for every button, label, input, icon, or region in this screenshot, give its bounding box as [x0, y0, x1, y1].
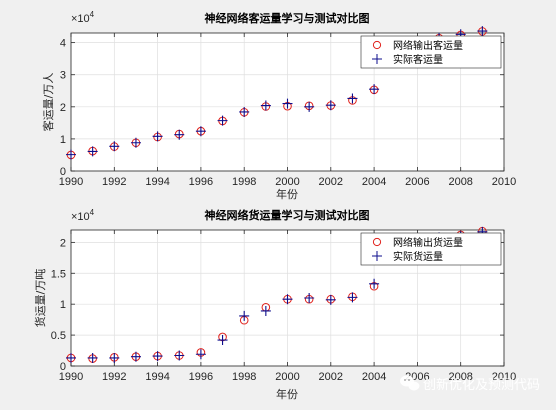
- chart-bottom-legend: 网络输出货运量 实际货运量: [360, 232, 502, 266]
- chart-bottom-point-plus: [369, 278, 380, 289]
- chart-top-ytick-label: 2: [60, 102, 66, 114]
- chart-bottom-point-plus: [87, 352, 98, 363]
- chart-bottom-point-plus: [325, 294, 336, 305]
- chart-top-point-plus: [130, 137, 141, 148]
- chart-top-exponent-base: ×10: [71, 13, 90, 25]
- chart-top: 1990 1992 1994 1996 1998 2000 2002 2004 2006 2008…: [41, 10, 516, 201]
- chart-top-xtick-label: 1998: [232, 176, 256, 188]
- chart-top-ticks: 1990 1992 1994 1996 1998 2000 2002 2004 2006 2008…: [59, 33, 516, 188]
- chart-top-point-plus: [152, 131, 163, 142]
- chart-top-ytick-label: 3: [60, 70, 66, 82]
- chart-top-exponent-power: 4: [90, 10, 95, 19]
- chart-bottom-xtick-label: 1992: [102, 371, 126, 383]
- chart-bottom-xlabel: 年份: [276, 387, 298, 401]
- chart-bottom-point-plus: [130, 351, 141, 362]
- chart-top-xtick-label: 2008: [448, 176, 472, 188]
- chart-top-title: 神经网络客运量学习与测试对比图: [205, 11, 370, 25]
- chart-top-point-plus: [369, 84, 380, 95]
- chart-bottom-exponent: ×104: [71, 208, 95, 223]
- chart-top-xtick-label: 2006: [405, 176, 429, 188]
- chart-top-point-plus: [347, 93, 358, 104]
- chart-top-point-plus: [217, 115, 228, 126]
- chart-top-xtick-label: 2000: [275, 176, 299, 188]
- chart-bottom-xtick-label: 1998: [232, 371, 256, 383]
- chart-top-xtick-label: 2002: [319, 176, 343, 188]
- chart-top-legend: 网络输出客运量 实际客运量: [360, 35, 502, 69]
- chart-bottom-point-plus: [152, 351, 163, 362]
- watermark-text: 创新优化及预测代码: [423, 377, 540, 393]
- chart-bottom-point-plus: [347, 292, 358, 303]
- chart-top-ylabel: 客运量/万人: [41, 73, 55, 132]
- chart-bottom-point-plus: [109, 352, 120, 363]
- chart-bottom-ytick-label: 0: [60, 361, 66, 373]
- chart-top-point-plus: [109, 141, 120, 152]
- chart-bottom-point-plus: [239, 310, 250, 321]
- chart-top-xtick-label: 1994: [145, 176, 169, 188]
- chart-top-legend-label-1: 网络输出客运量: [393, 39, 463, 52]
- chart-top-point-plus: [174, 129, 185, 140]
- chart-bottom-exponent-power: 4: [90, 208, 95, 217]
- chart-bottom: 1990 1992 1994 1996 1998 2000 2002 2004 2006 2008…: [33, 208, 516, 401]
- chart-top-legend-plus-marker: [372, 54, 382, 64]
- chart-bottom-marks: [66, 226, 488, 363]
- chart-top-legend-circle-marker: [372, 40, 382, 50]
- chart-bottom-point-plus: [195, 349, 206, 360]
- chart-bottom-legend-plus-marker: [372, 251, 382, 261]
- chart-bottom-ytick-label: 0.5: [51, 330, 66, 342]
- chart-bottom-title: 神经网络货运量学习与测试对比图: [205, 208, 370, 222]
- chart-bottom-point-plus: [260, 305, 271, 316]
- chart-bottom-xtick-label: 1996: [189, 371, 213, 383]
- chart-bottom-ytick-label: 1: [60, 299, 66, 311]
- chart-top-point-plus: [282, 98, 293, 109]
- chart-top-point-plus: [260, 100, 271, 111]
- chart-bottom-point-plus: [174, 350, 185, 361]
- chart-bottom-legend-label-1: 网络输出货运量: [393, 236, 463, 249]
- chart-bottom-legend-box: [360, 232, 502, 266]
- chart-bottom-exponent-base: ×10: [71, 211, 90, 223]
- chart-top-legend-label-2: 实际客运量: [393, 53, 443, 66]
- chart-top-xtick-label: 1992: [102, 176, 126, 188]
- chart-bottom-xtick-label: 2002: [319, 371, 343, 383]
- chart-bottom-xtick-label: 2000: [275, 371, 299, 383]
- chart-top-point-plus: [195, 126, 206, 137]
- chart-bottom-legend-circle-marker: [372, 237, 382, 247]
- chart-top-xtick-label: 1996: [189, 176, 213, 188]
- chart-top-point-plus: [477, 26, 488, 37]
- chart-top-exponent: ×104: [71, 10, 95, 25]
- chart-top-ytick-label: 1: [60, 134, 66, 146]
- chart-bottom-point-plus: [282, 294, 293, 305]
- chart-top-point-plus: [239, 106, 250, 117]
- chart-top-ytick-label: 0: [60, 166, 66, 178]
- chart-top-ytick-label: 4: [60, 38, 66, 50]
- watermark: 创新优化及预测代码: [400, 375, 540, 393]
- chart-top-marks: [66, 26, 488, 160]
- chart-top-xtick-label: 2010: [492, 176, 516, 188]
- chart-top-xlabel: 年份: [276, 187, 298, 201]
- chart-bottom-xtick-label: 1990: [59, 371, 83, 383]
- chart-bottom-xtick-label: 2010: [492, 371, 516, 383]
- wechat-icon: [400, 375, 420, 391]
- chart-bottom-legend-label-2: 实际货运量: [393, 250, 443, 263]
- chart-bottom-xtick-label: 1994: [145, 371, 169, 383]
- chart-bottom-point-plus: [217, 335, 228, 346]
- chart-bottom-point-plus: [66, 352, 76, 363]
- chart-top-xtick-label: 1990: [59, 176, 83, 188]
- chart-bottom-xtick-label: 2004: [362, 371, 386, 383]
- chart-top-point-plus: [87, 146, 98, 157]
- chart-bottom-ytick-label: 2: [60, 237, 66, 249]
- chart-top-xtick-label: 2004: [362, 176, 386, 188]
- chart-top-legend-box: [360, 35, 502, 69]
- chart-top-point-plus: [304, 101, 315, 112]
- chart-bottom-ylabel: 货运量/万吨: [33, 269, 47, 328]
- chart-bottom-xtick-label: 2008: [448, 371, 472, 383]
- chart-bottom-point-plus: [304, 293, 315, 303]
- chart-bottom-ytick-label: 1.5: [51, 268, 66, 280]
- chart-bottom-ticks: 1990 1992 1994 1996 1998 2000 2002 2004 2006 2008…: [51, 230, 516, 383]
- chart-top-point-plus: [66, 149, 76, 160]
- chart-top-point-plus: [325, 100, 336, 111]
